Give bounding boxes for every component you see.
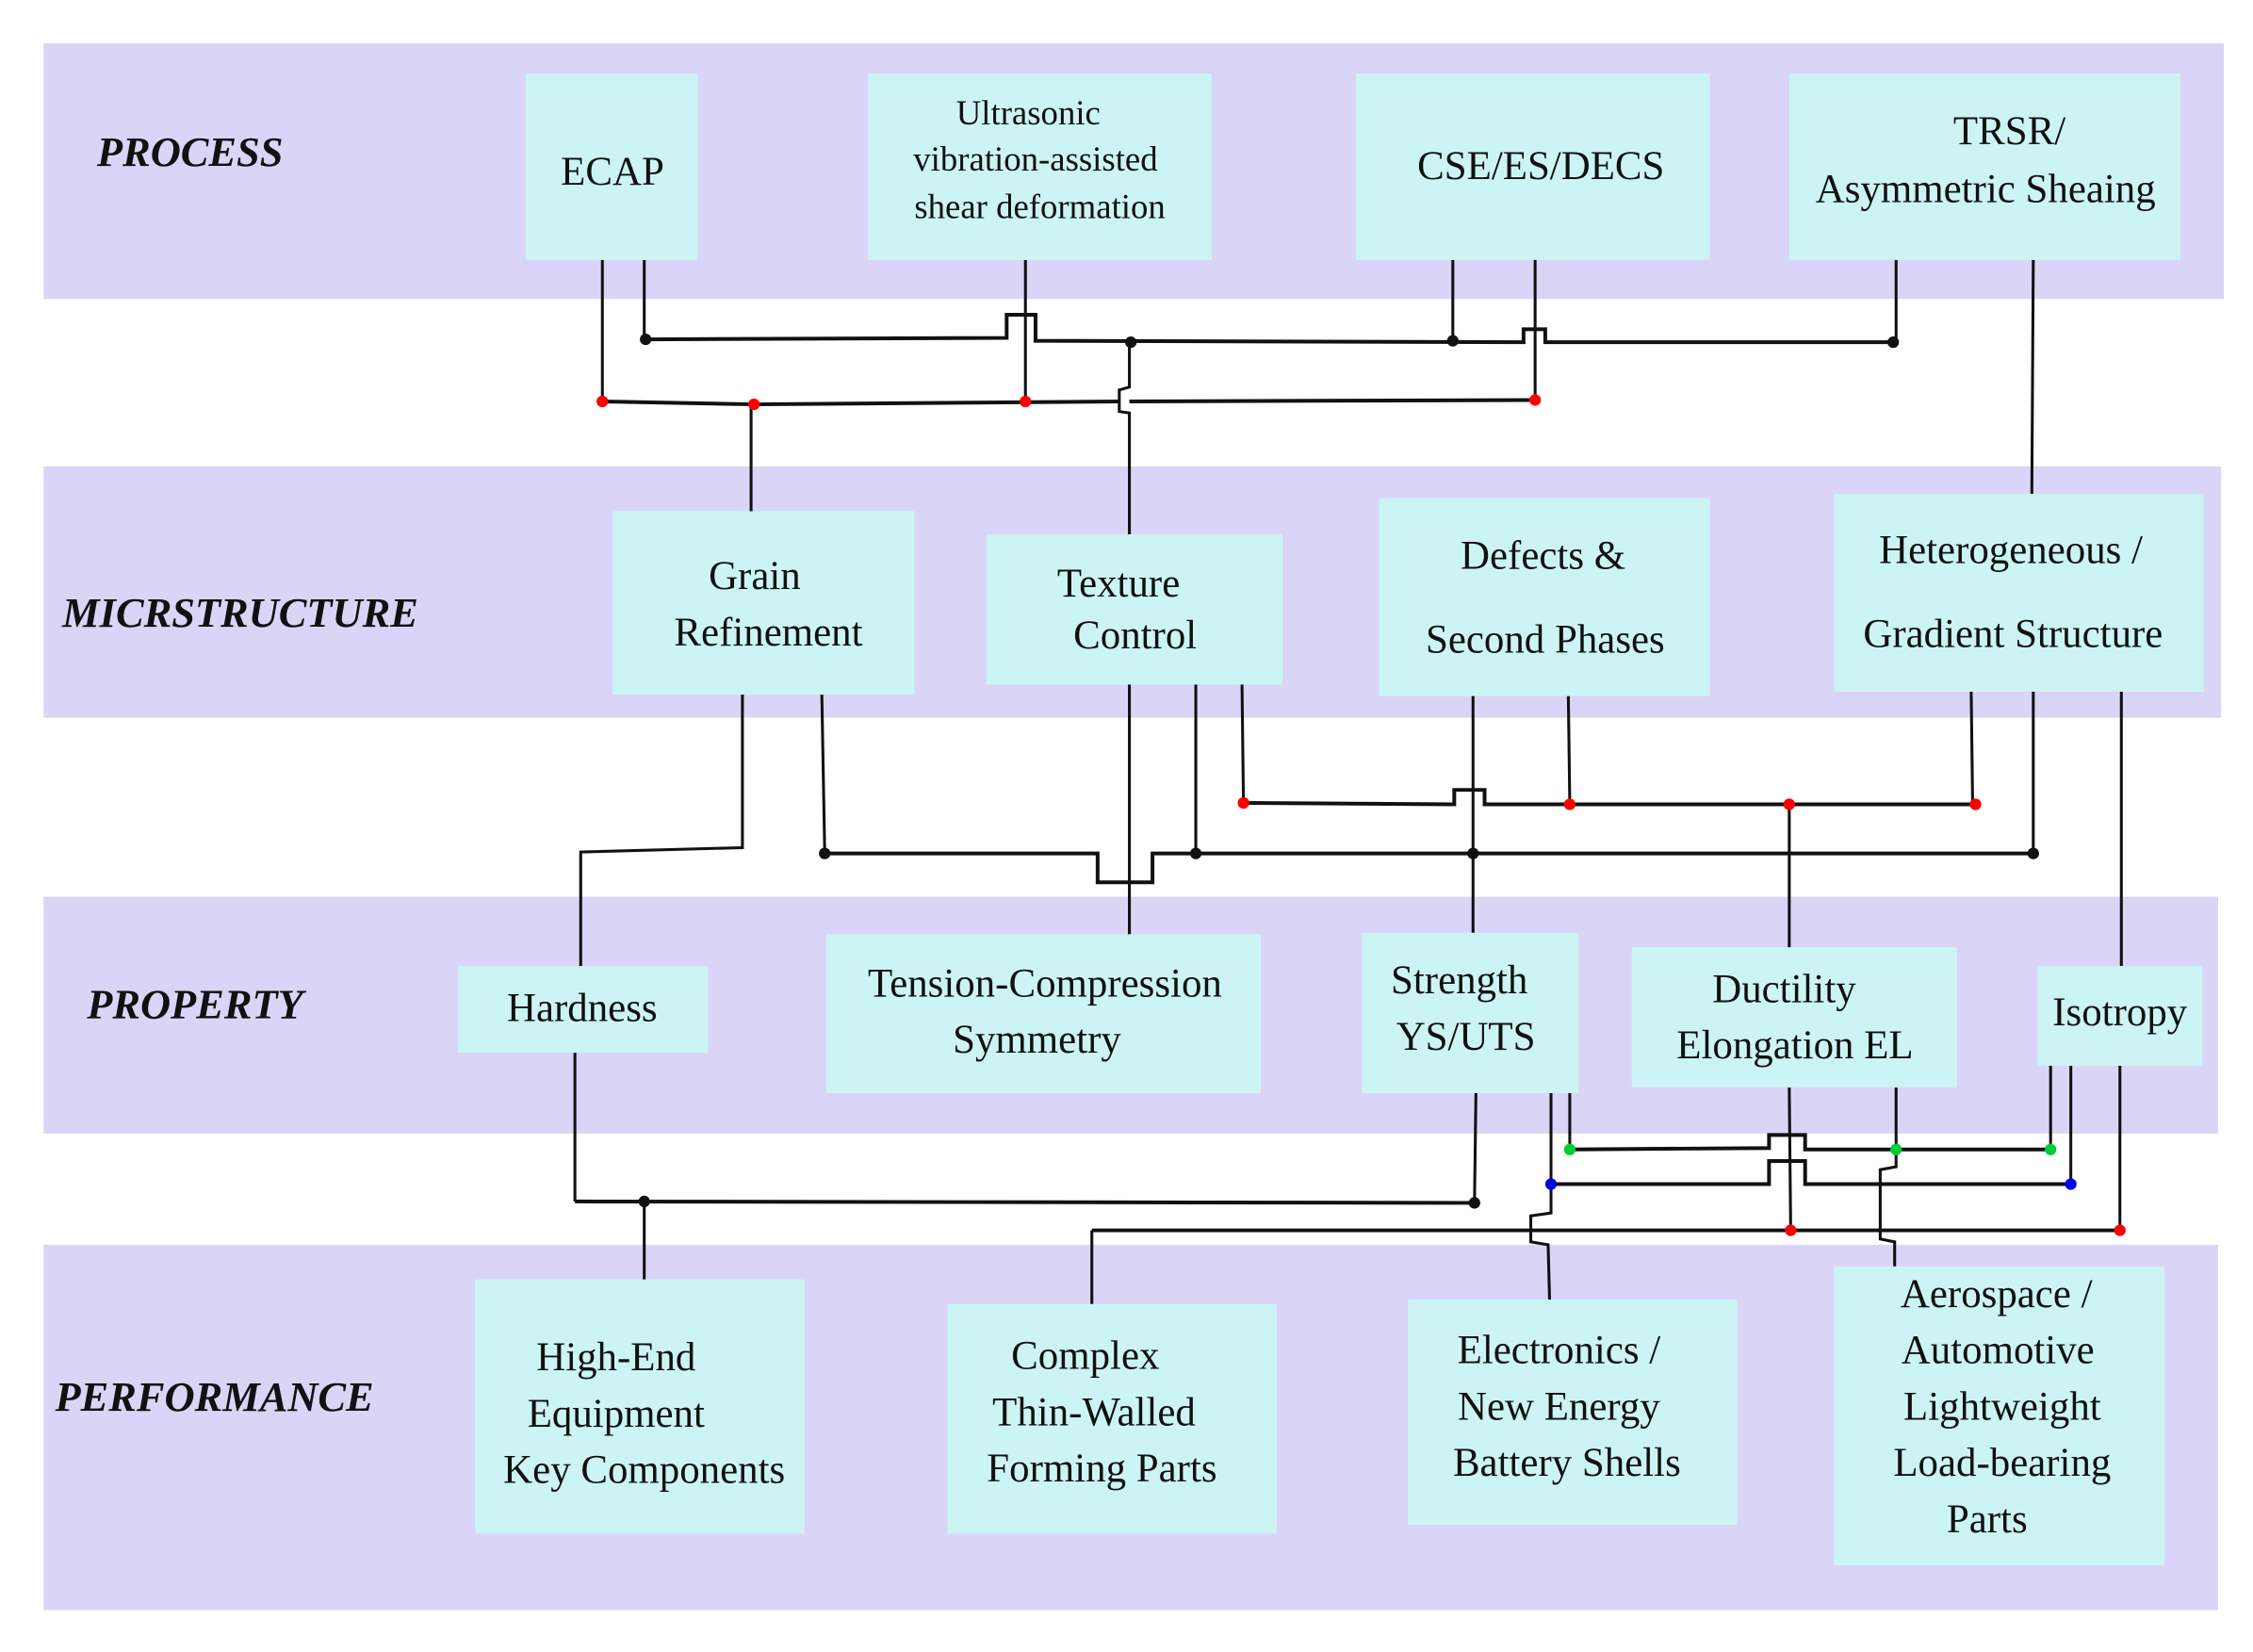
svg-text:Strength YS/UTS: Strength YS/UTS [1391, 958, 1538, 1059]
node-aerospace-automotive: Aerospace / Automotive Lightweight Load-… [1834, 1266, 2165, 1566]
svg-text:TRSR/ Asymmetric Sheaing: TRSR/ Asymmetric Sheaing [1816, 109, 2156, 211]
svg-text:High-End Equipment: High-End Equipment Key Components [503, 1335, 785, 1493]
node-heterogeneous-gradient: Heterogeneous / Gradient Structure [1834, 494, 2204, 692]
svg-text:CSE/ES/DECS: CSE/ES/DECS [1417, 144, 1664, 188]
layer-label-process: PROCESS [96, 128, 284, 175]
junction-dot-black [640, 333, 652, 346]
node-grain-refinement: Grain Refinement [612, 511, 915, 695]
junction-dot-red [1529, 394, 1542, 406]
junction-dot-black [1124, 336, 1137, 349]
junction-dot-blue [1544, 1178, 1558, 1190]
node-cse-es-decs: CSE/ES/DECS [1356, 74, 1710, 260]
junction-dot-red [748, 398, 760, 411]
junction-dot-black [1467, 847, 1479, 859]
junction-dot-red [1237, 796, 1249, 810]
junction-dot-red [1969, 798, 1982, 810]
node-isotropy: Isotropy [2037, 966, 2203, 1066]
node-texture-control: Texture Control [986, 533, 1282, 685]
junction-dot-black [2027, 847, 2039, 859]
junction-dot-green [1563, 1143, 1576, 1155]
junction-dot-black [819, 847, 831, 859]
connectors [573, 248, 2123, 1304]
svg-text:Ultrasonic vibration-ass: Ultrasonic vibration-assisted shear defo… [913, 93, 1167, 226]
node-ultrasonic-vibration: Ultrasonic vibration-assisted shear defo… [868, 74, 1212, 260]
junction-dot-black [638, 1195, 650, 1208]
node-tension-compression-symmetry: Tension-Compression Symmetry [825, 934, 1262, 1093]
svg-text:ECAP: ECAP [561, 150, 664, 194]
junction-dot-black [1468, 1197, 1480, 1209]
svg-text:Texture Control: Texture Control [1057, 562, 1197, 658]
junction-dot-black [1189, 847, 1202, 859]
node-hardness: Hardness [458, 966, 709, 1054]
svg-text:Electronics / New Energy: Electronics / New Energy Battery Shells [1453, 1329, 1681, 1486]
junction-dot-red [1783, 798, 1795, 810]
junction-dot-red [1563, 798, 1576, 810]
svg-text:Ductility Elongation EL: Ductility Elongation EL [1676, 967, 1913, 1068]
node-electronics-battery: Electronics / New Energy Battery Shells [1408, 1300, 1738, 1526]
junction-dots [596, 333, 2126, 1236]
svg-text:Aerospace / Automotive: Aerospace / Automotive Lightweight Load-… [1893, 1272, 2121, 1542]
svg-text:Grain Refinement: Grain Refinement [674, 554, 862, 655]
layer-label-performance: PERFORMANCE [55, 1373, 374, 1420]
junction-dot-blue [2065, 1178, 2077, 1190]
node-ductility: Ductility Elongation EL [1631, 947, 1957, 1088]
node-ecap: ECAP [526, 74, 698, 260]
junction-dot-red [596, 395, 609, 408]
node-defects-second-phases: Defects & Second Phases [1379, 498, 1710, 696]
junction-dot-green [2045, 1143, 2057, 1155]
node-high-end-equipment: High-End Equipment Key Components [475, 1279, 805, 1534]
junction-dot-red [1785, 1224, 1797, 1236]
junction-dot-black [1446, 335, 1459, 347]
svg-text:Heterogeneous / Gradient: Heterogeneous / Gradient Structure [1863, 529, 2163, 657]
node-trsr: TRSR/ Asymmetric Sheaing [1788, 74, 2181, 260]
svg-text:Tension-Compression Symm: Tension-Compression Symmetry [868, 961, 1233, 1062]
layer-label-microstructure: MICRSTRUCTURE [61, 589, 418, 636]
junction-dot-red [2114, 1224, 2126, 1236]
svg-text:Isotropy: Isotropy [2052, 990, 2188, 1035]
junction-dot-black [1887, 336, 1900, 349]
junction-dot-green [1890, 1143, 1902, 1155]
svg-text:Defects & Second Phases: Defects & Second Phases [1426, 534, 1665, 662]
node-complex-thin-walled: Complex Thin-Walled Forming Parts [947, 1303, 1277, 1534]
junction-dot-red [1020, 395, 1032, 408]
svg-text:Complex Thin-Walled: Complex Thin-Walled Forming Parts [987, 1334, 1216, 1492]
node-strength: Strength YS/UTS [1362, 932, 1579, 1093]
svg-text:Hardness: Hardness [507, 986, 658, 1030]
layer-label-property: PROPERTY [86, 980, 306, 1027]
